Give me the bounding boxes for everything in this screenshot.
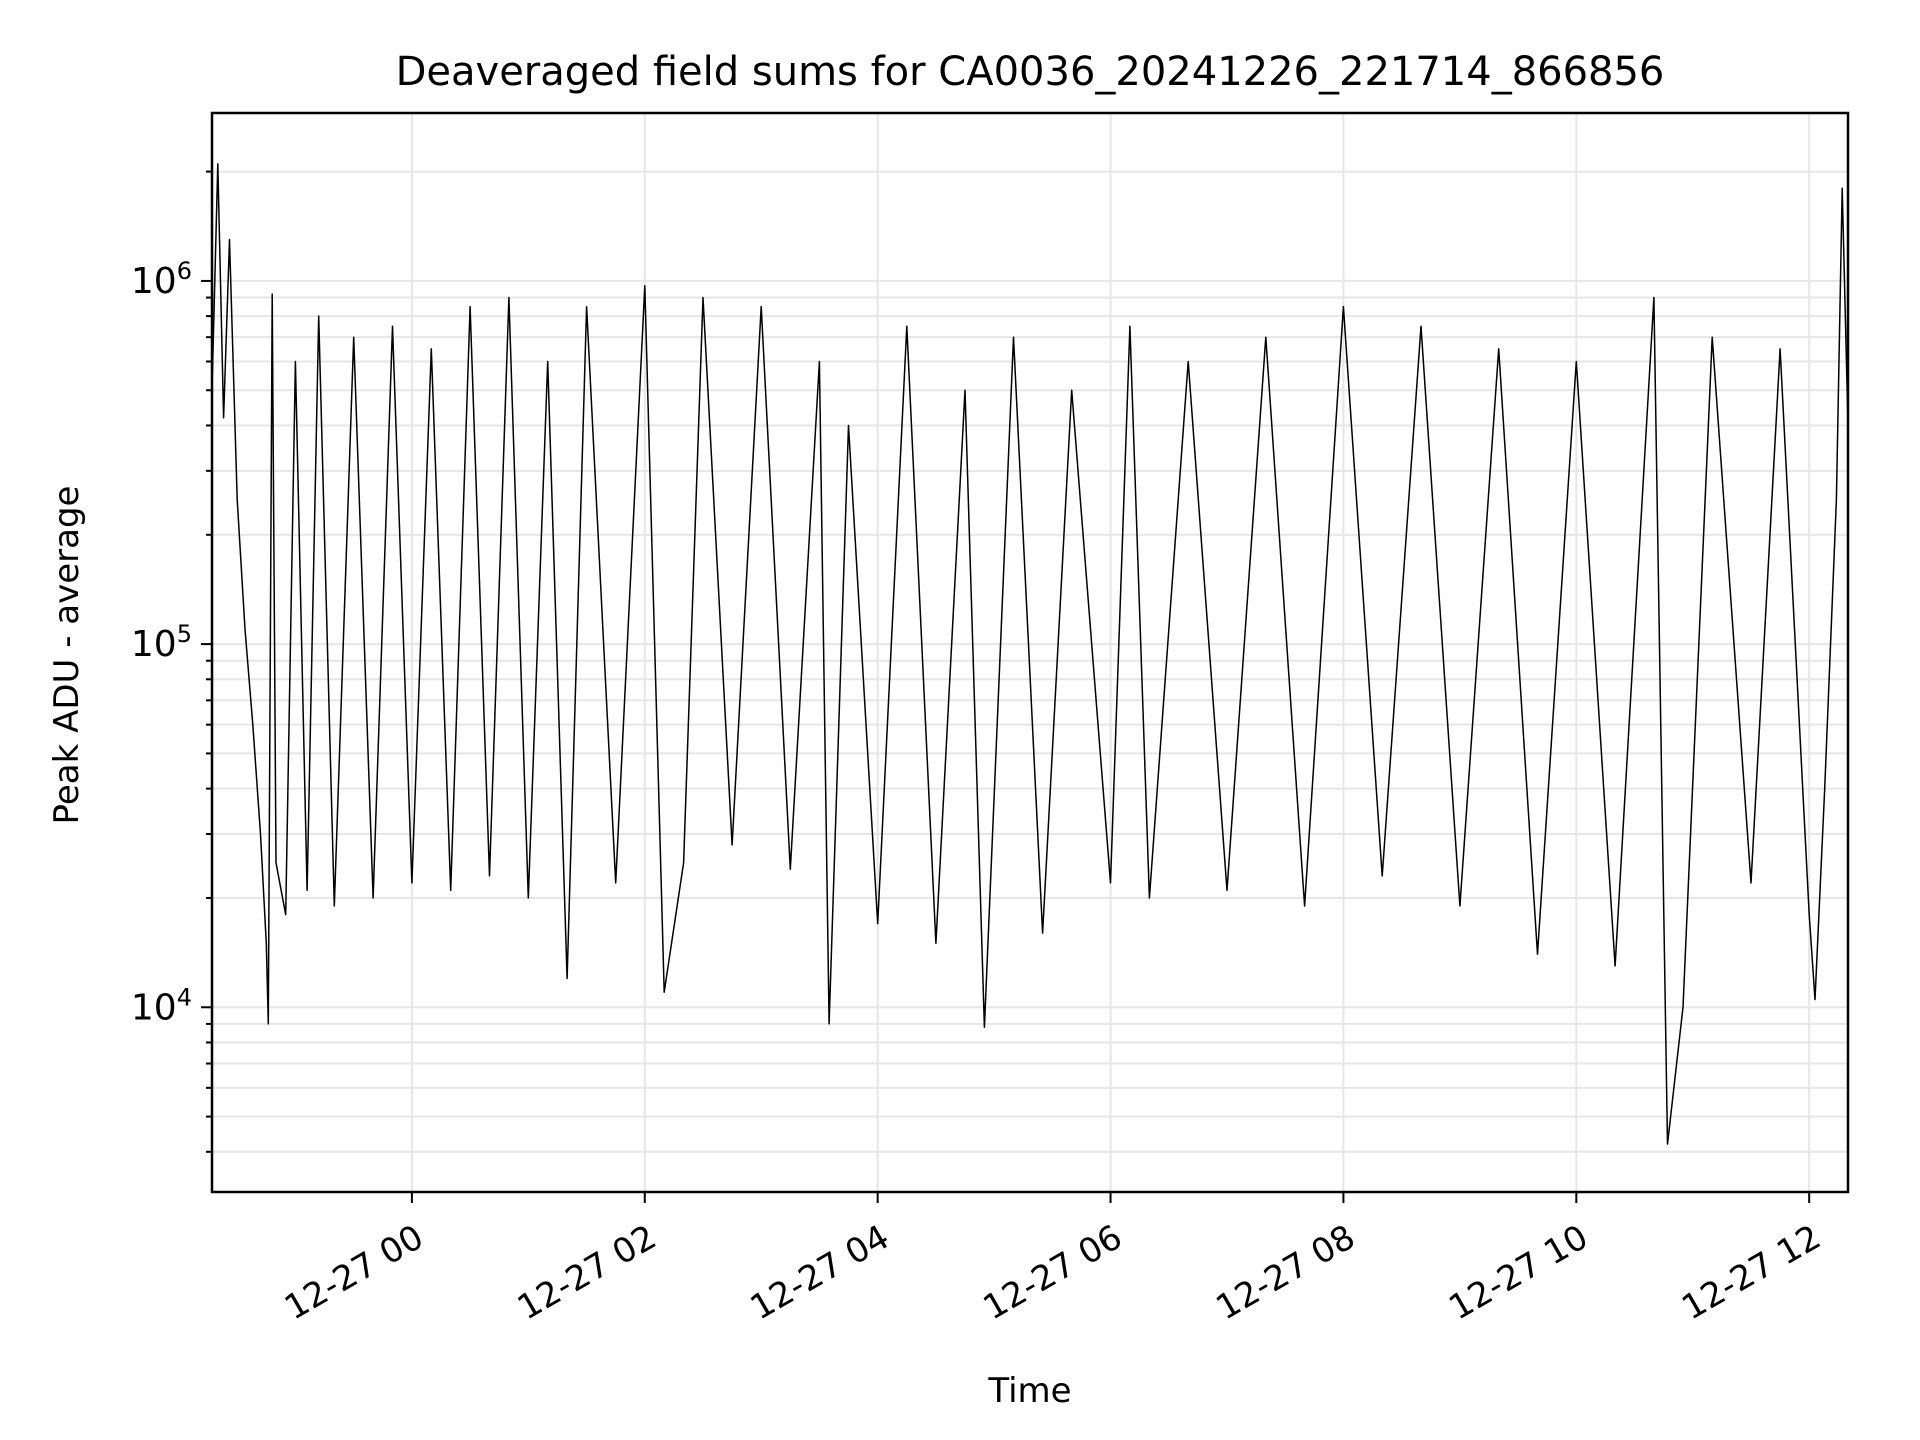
y-tick-label: 105 — [131, 620, 192, 665]
x-axis-label: Time — [987, 1371, 1071, 1411]
y-tick-label: 104 — [131, 983, 192, 1028]
y-tick-label: 106 — [131, 257, 192, 302]
chart-title: Deaveraged field sums for CA0036_2024122… — [396, 49, 1665, 95]
series-layer — [211, 163, 1849, 1145]
series-line-0 — [211, 163, 1849, 1145]
y-axis-label: Peak ADU - average — [47, 486, 87, 825]
plot-frame — [210, 111, 1850, 1194]
